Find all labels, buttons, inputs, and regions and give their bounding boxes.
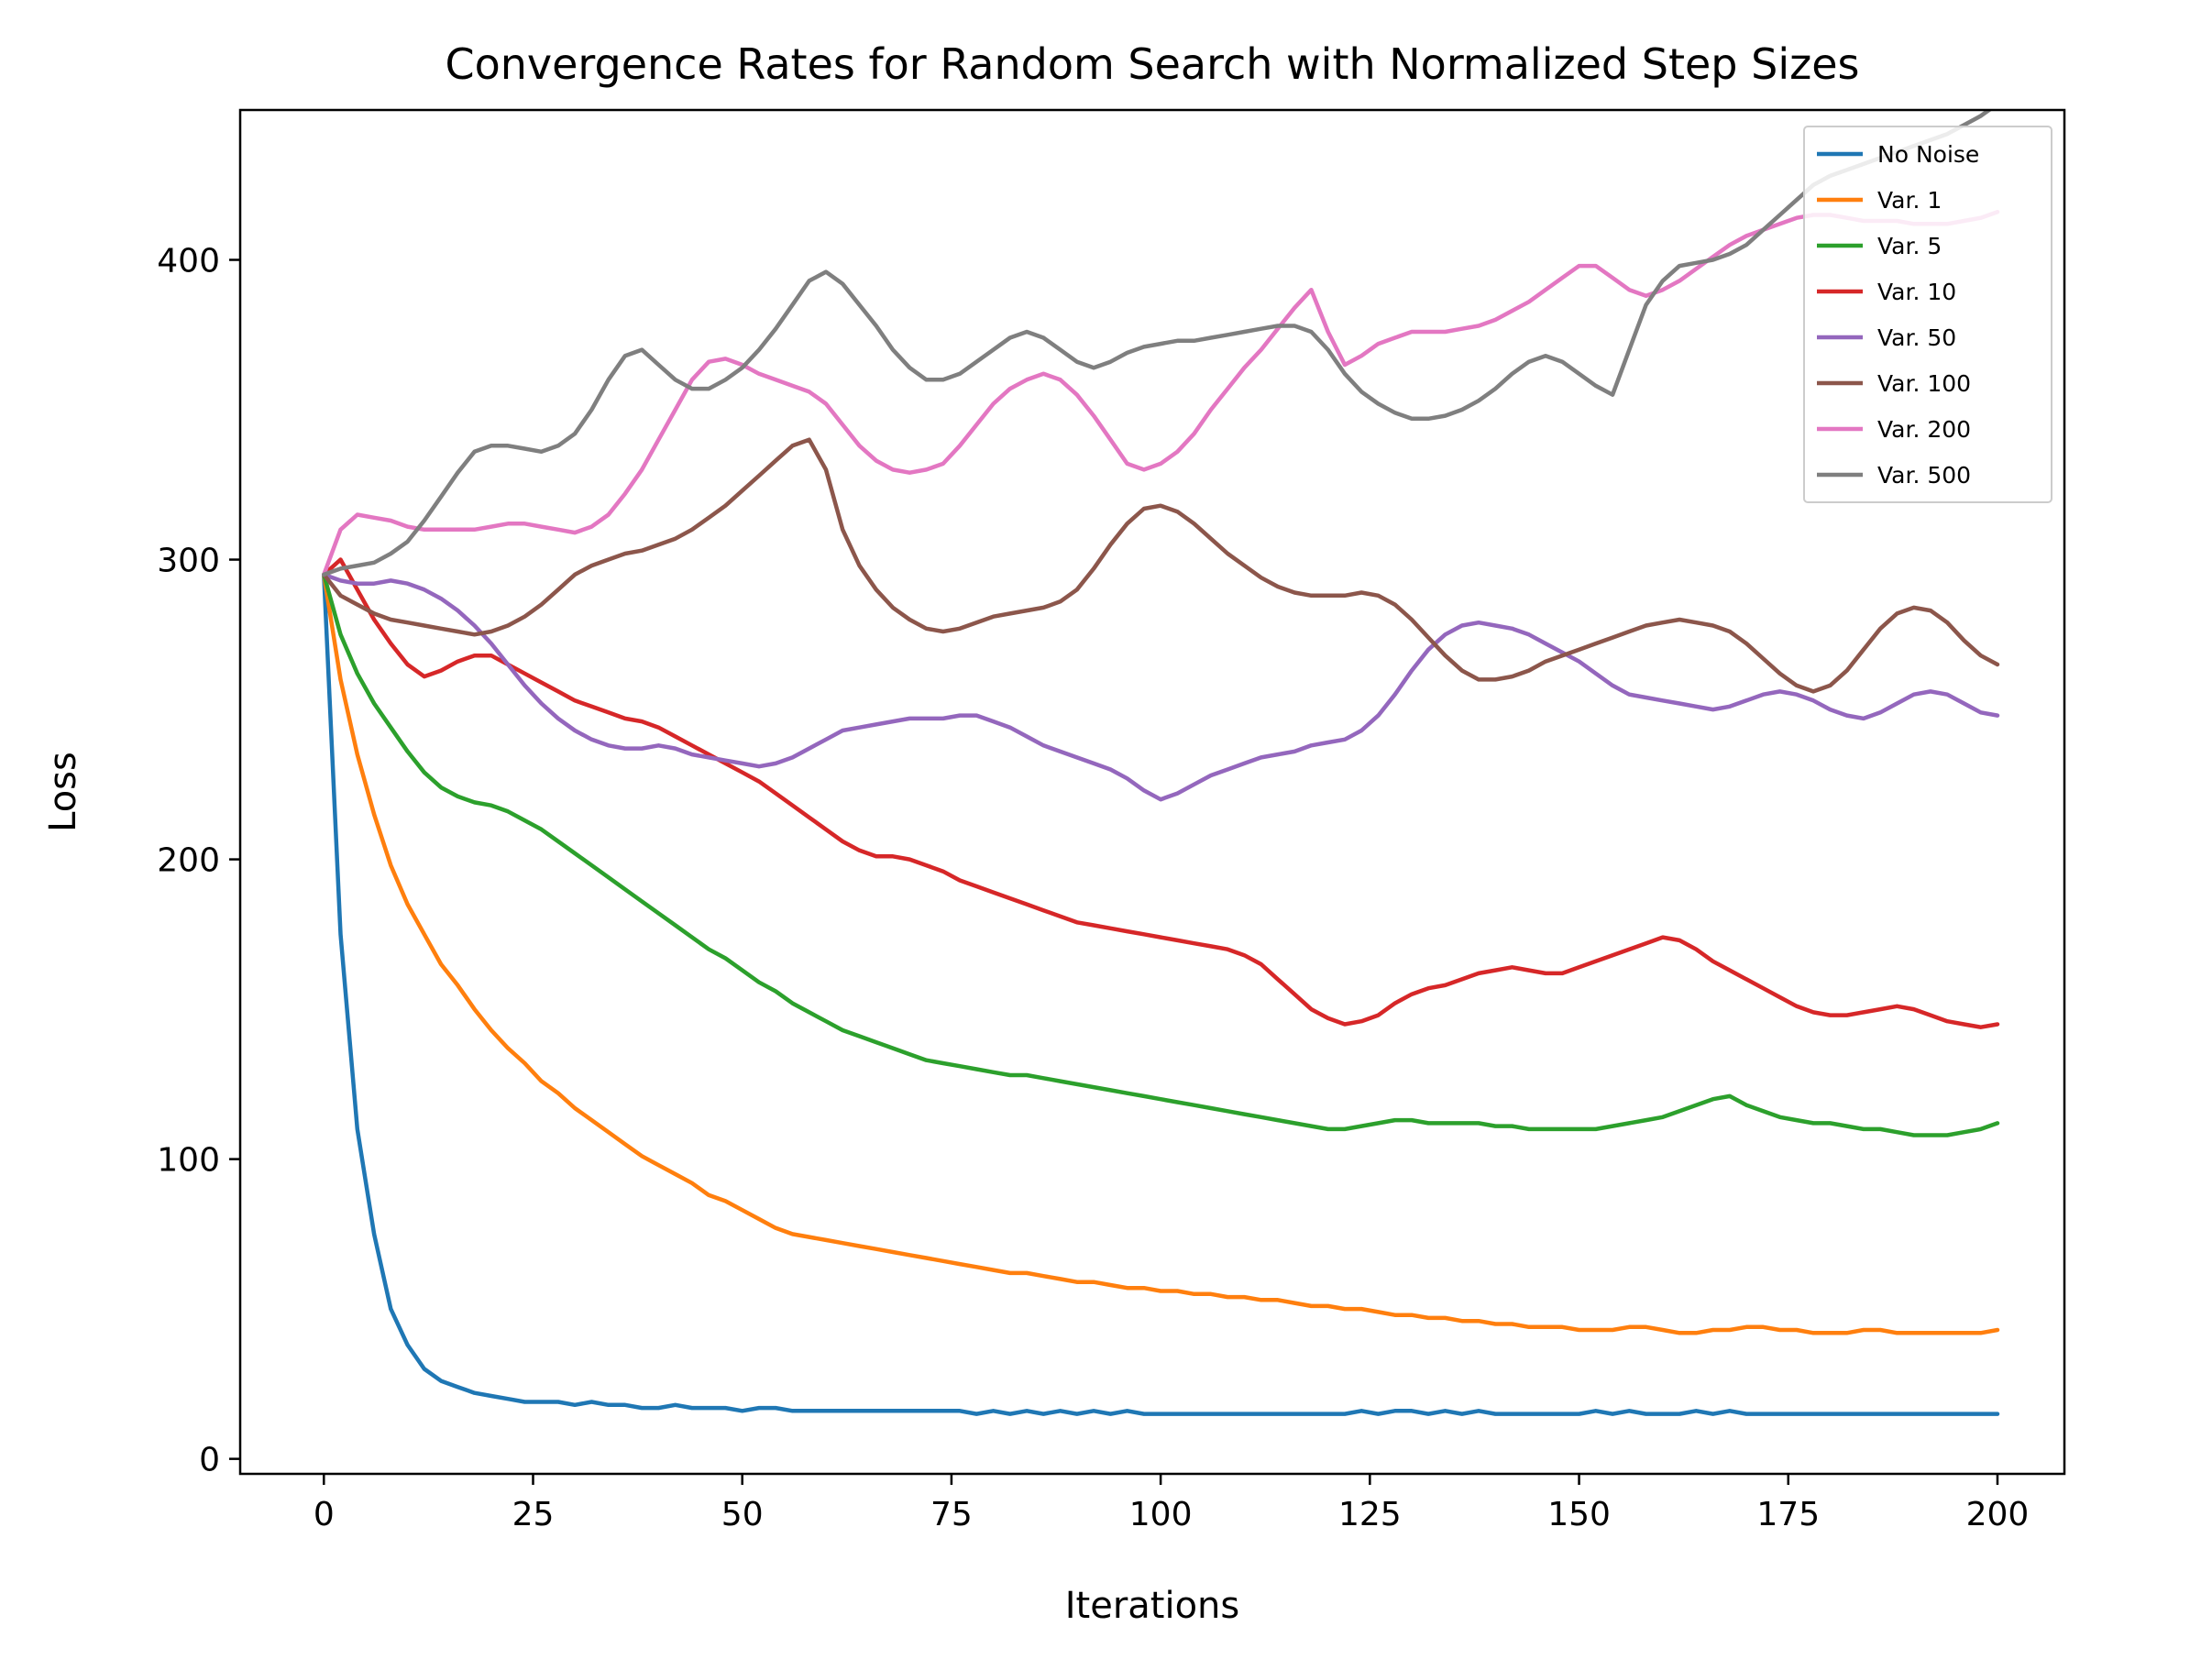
legend-label: Var. 100 — [1877, 370, 1971, 397]
legend-label: Var. 1 — [1877, 187, 1942, 214]
series-line-7 — [322, 110, 1993, 577]
series-line-2 — [322, 572, 2000, 1137]
series-line-0 — [322, 572, 2000, 1416]
legend-label: Var. 10 — [1877, 279, 1956, 305]
legend-label: Var. 500 — [1877, 462, 1971, 489]
legend-box — [1803, 126, 2052, 503]
x-tick-label: 125 — [1338, 1496, 1402, 1533]
legend-label: Var. 5 — [1877, 233, 1942, 259]
series-line-3 — [322, 557, 2000, 1029]
x-tick-label: 50 — [721, 1496, 764, 1533]
legend-label: Var. 50 — [1877, 324, 1956, 351]
series-line-1 — [322, 572, 2000, 1335]
plot-lines — [322, 110, 2000, 1416]
legend-label: Var. 200 — [1877, 416, 1971, 443]
x-tick-label: 150 — [1547, 1496, 1611, 1533]
series-line-4 — [322, 572, 2000, 802]
x-axis-label: Iterations — [1065, 1585, 1240, 1627]
y-tick-label: 0 — [199, 1442, 220, 1479]
x-axis-ticks: 0 25 50 75 100 125 150 175 200 — [314, 1474, 2030, 1533]
y-axis-ticks: 0 100 200 300 400 — [157, 243, 240, 1479]
x-tick-label: 75 — [930, 1496, 973, 1533]
chart-title: Convergence Rates for Random Search with… — [445, 39, 1859, 89]
series-line-5 — [322, 437, 2000, 694]
legend-label: No Noise — [1877, 141, 1979, 168]
x-tick-label: 0 — [314, 1496, 335, 1533]
x-tick-label: 100 — [1129, 1496, 1193, 1533]
axes-frame — [238, 108, 2066, 1476]
y-tick-label: 300 — [157, 543, 220, 580]
y-axis-label: Loss — [42, 752, 84, 832]
x-tick-label: 175 — [1756, 1496, 1820, 1533]
x-tick-label: 25 — [512, 1496, 555, 1533]
y-tick-label: 400 — [157, 243, 220, 280]
legend: No Noise Var. 1 Var. 5 Var. 10 Var. 50 Var. 1… — [1803, 126, 2052, 503]
y-tick-label: 200 — [157, 842, 220, 880]
series-line-6 — [322, 209, 2000, 577]
x-tick-label: 200 — [1966, 1496, 2030, 1533]
y-tick-label: 100 — [157, 1142, 220, 1180]
